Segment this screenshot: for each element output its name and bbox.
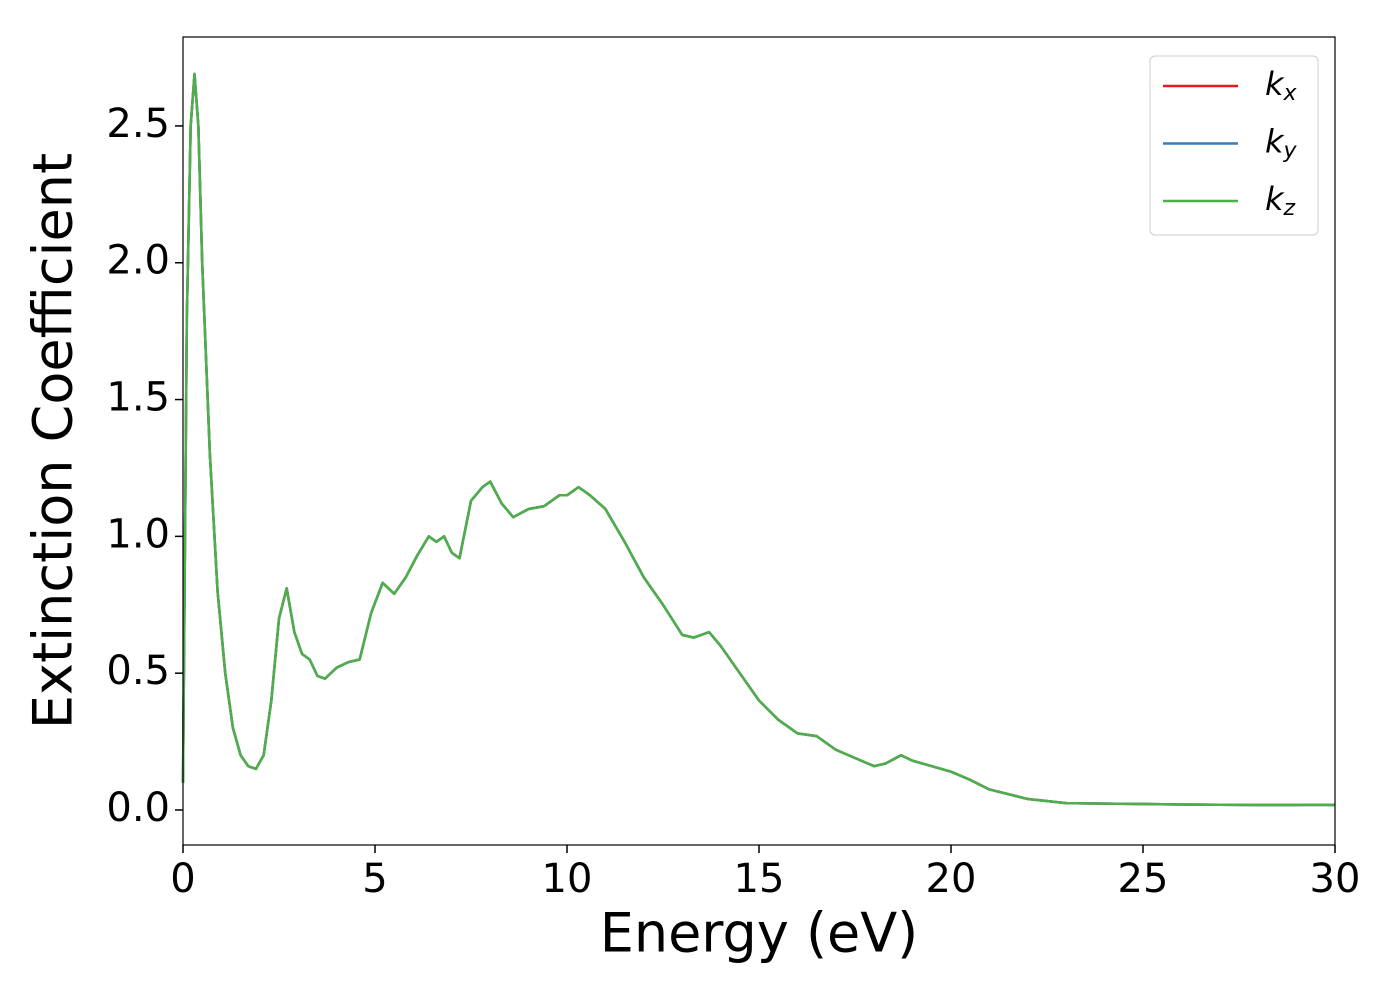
y-tick-label: 1.0 (106, 511, 170, 557)
x-tick-label: 5 (362, 856, 387, 902)
legend-box (1149, 55, 1319, 236)
x-tick-label: 25 (1118, 856, 1169, 902)
y-tick-label: 2.5 (106, 101, 170, 147)
legend-text: ky (1265, 123, 1298, 164)
y-tick-label: 0.0 (106, 785, 170, 831)
y-axis-label: Extinction Coefficient (22, 153, 85, 729)
y-tick-label: 1.5 (106, 375, 170, 421)
legend-text: kx (1265, 65, 1298, 106)
x-tick-label: 0 (170, 856, 195, 902)
y-tick-label: 2.0 (106, 238, 170, 284)
x-tick-label: 20 (926, 856, 977, 902)
legend: kx ky kz (1149, 55, 1319, 236)
x-tick-label: 10 (542, 856, 593, 902)
x-axis-label: Energy (eV) (600, 902, 919, 965)
series-line (181, 72, 1336, 807)
legend-text: kz (1265, 180, 1296, 221)
plot-frame (182, 36, 1336, 846)
y-tick-label: 0.5 (106, 648, 170, 694)
x-tick-label: 15 (734, 856, 785, 902)
x-tick-label: 30 (1310, 856, 1361, 902)
